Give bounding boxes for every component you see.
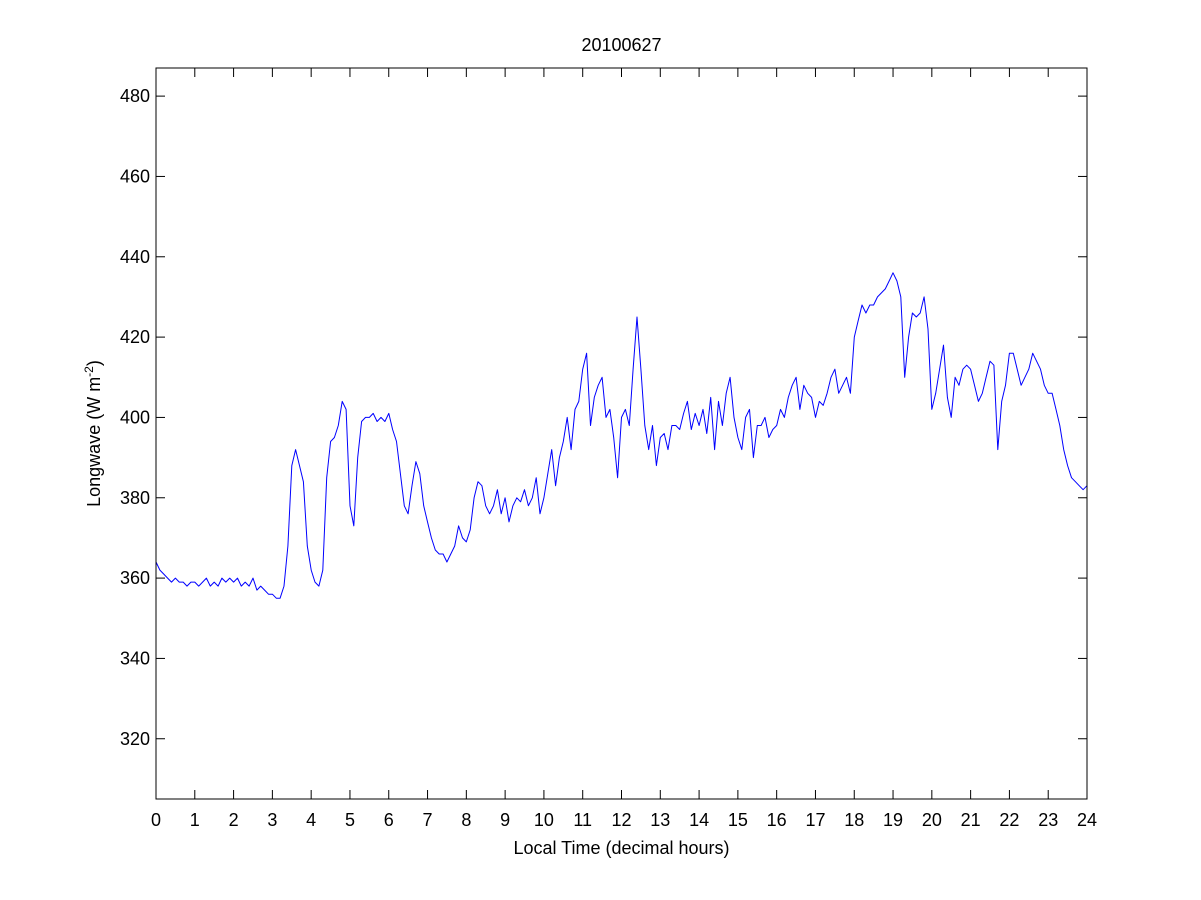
y-tick-label: 360 [120,568,150,588]
y-tick-label: 420 [120,327,150,347]
x-tick-label: 6 [384,810,394,830]
y-tick-label: 440 [120,247,150,267]
x-tick-label: 23 [1038,810,1058,830]
y-tick-label: 340 [120,648,150,668]
x-tick-label: 10 [534,810,554,830]
y-axis-label-superscript: -2 [82,366,96,377]
y-axis-label-close: ) [84,360,104,366]
x-axis-label: Local Time (decimal hours) [513,838,729,858]
x-tick-label: 5 [345,810,355,830]
x-tick-label: 16 [767,810,787,830]
x-tick-label: 13 [650,810,670,830]
axis-ticks: 0 1 2 3 4 5 6 7 8 9 10 11 12 13 14 15 16 17 18 19 20 21 22 23 24… [120,68,1097,830]
x-tick-label: 18 [844,810,864,830]
x-tick-label: 20 [922,810,942,830]
x-tick-label: 21 [961,810,981,830]
x-tick-label: 4 [306,810,316,830]
x-tick-label: 17 [805,810,825,830]
y-axis-label: Longwave (W m-2) [82,360,104,507]
x-tick-label: 14 [689,810,709,830]
chart-title: 20100627 [581,35,661,55]
x-tick-label: 3 [267,810,277,830]
x-tick-label: 7 [423,810,433,830]
x-tick-label: 15 [728,810,748,830]
y-tick-label: 480 [120,86,150,106]
x-tick-label: 11 [573,810,592,830]
longwave-series-line [155,272,1088,599]
x-tick-label: 24 [1077,810,1097,830]
x-tick-label: 8 [461,810,471,830]
x-tick-label: 19 [883,810,903,830]
x-tick-label: 9 [500,810,510,830]
x-tick-label: 22 [999,810,1019,830]
y-tick-label: 460 [120,166,150,186]
y-tick-label: 320 [120,729,150,749]
x-tick-label: 12 [611,810,631,830]
plot-area [156,68,1087,799]
plot-frame [155,67,1088,800]
x-tick-label: 2 [229,810,239,830]
x-tick-label: 1 [190,810,200,830]
y-tick-label: 400 [120,407,150,427]
y-axis-label-main: Longwave (W m [84,377,104,507]
y-tick-label: 380 [120,488,150,508]
x-tick-label: 0 [151,810,161,830]
